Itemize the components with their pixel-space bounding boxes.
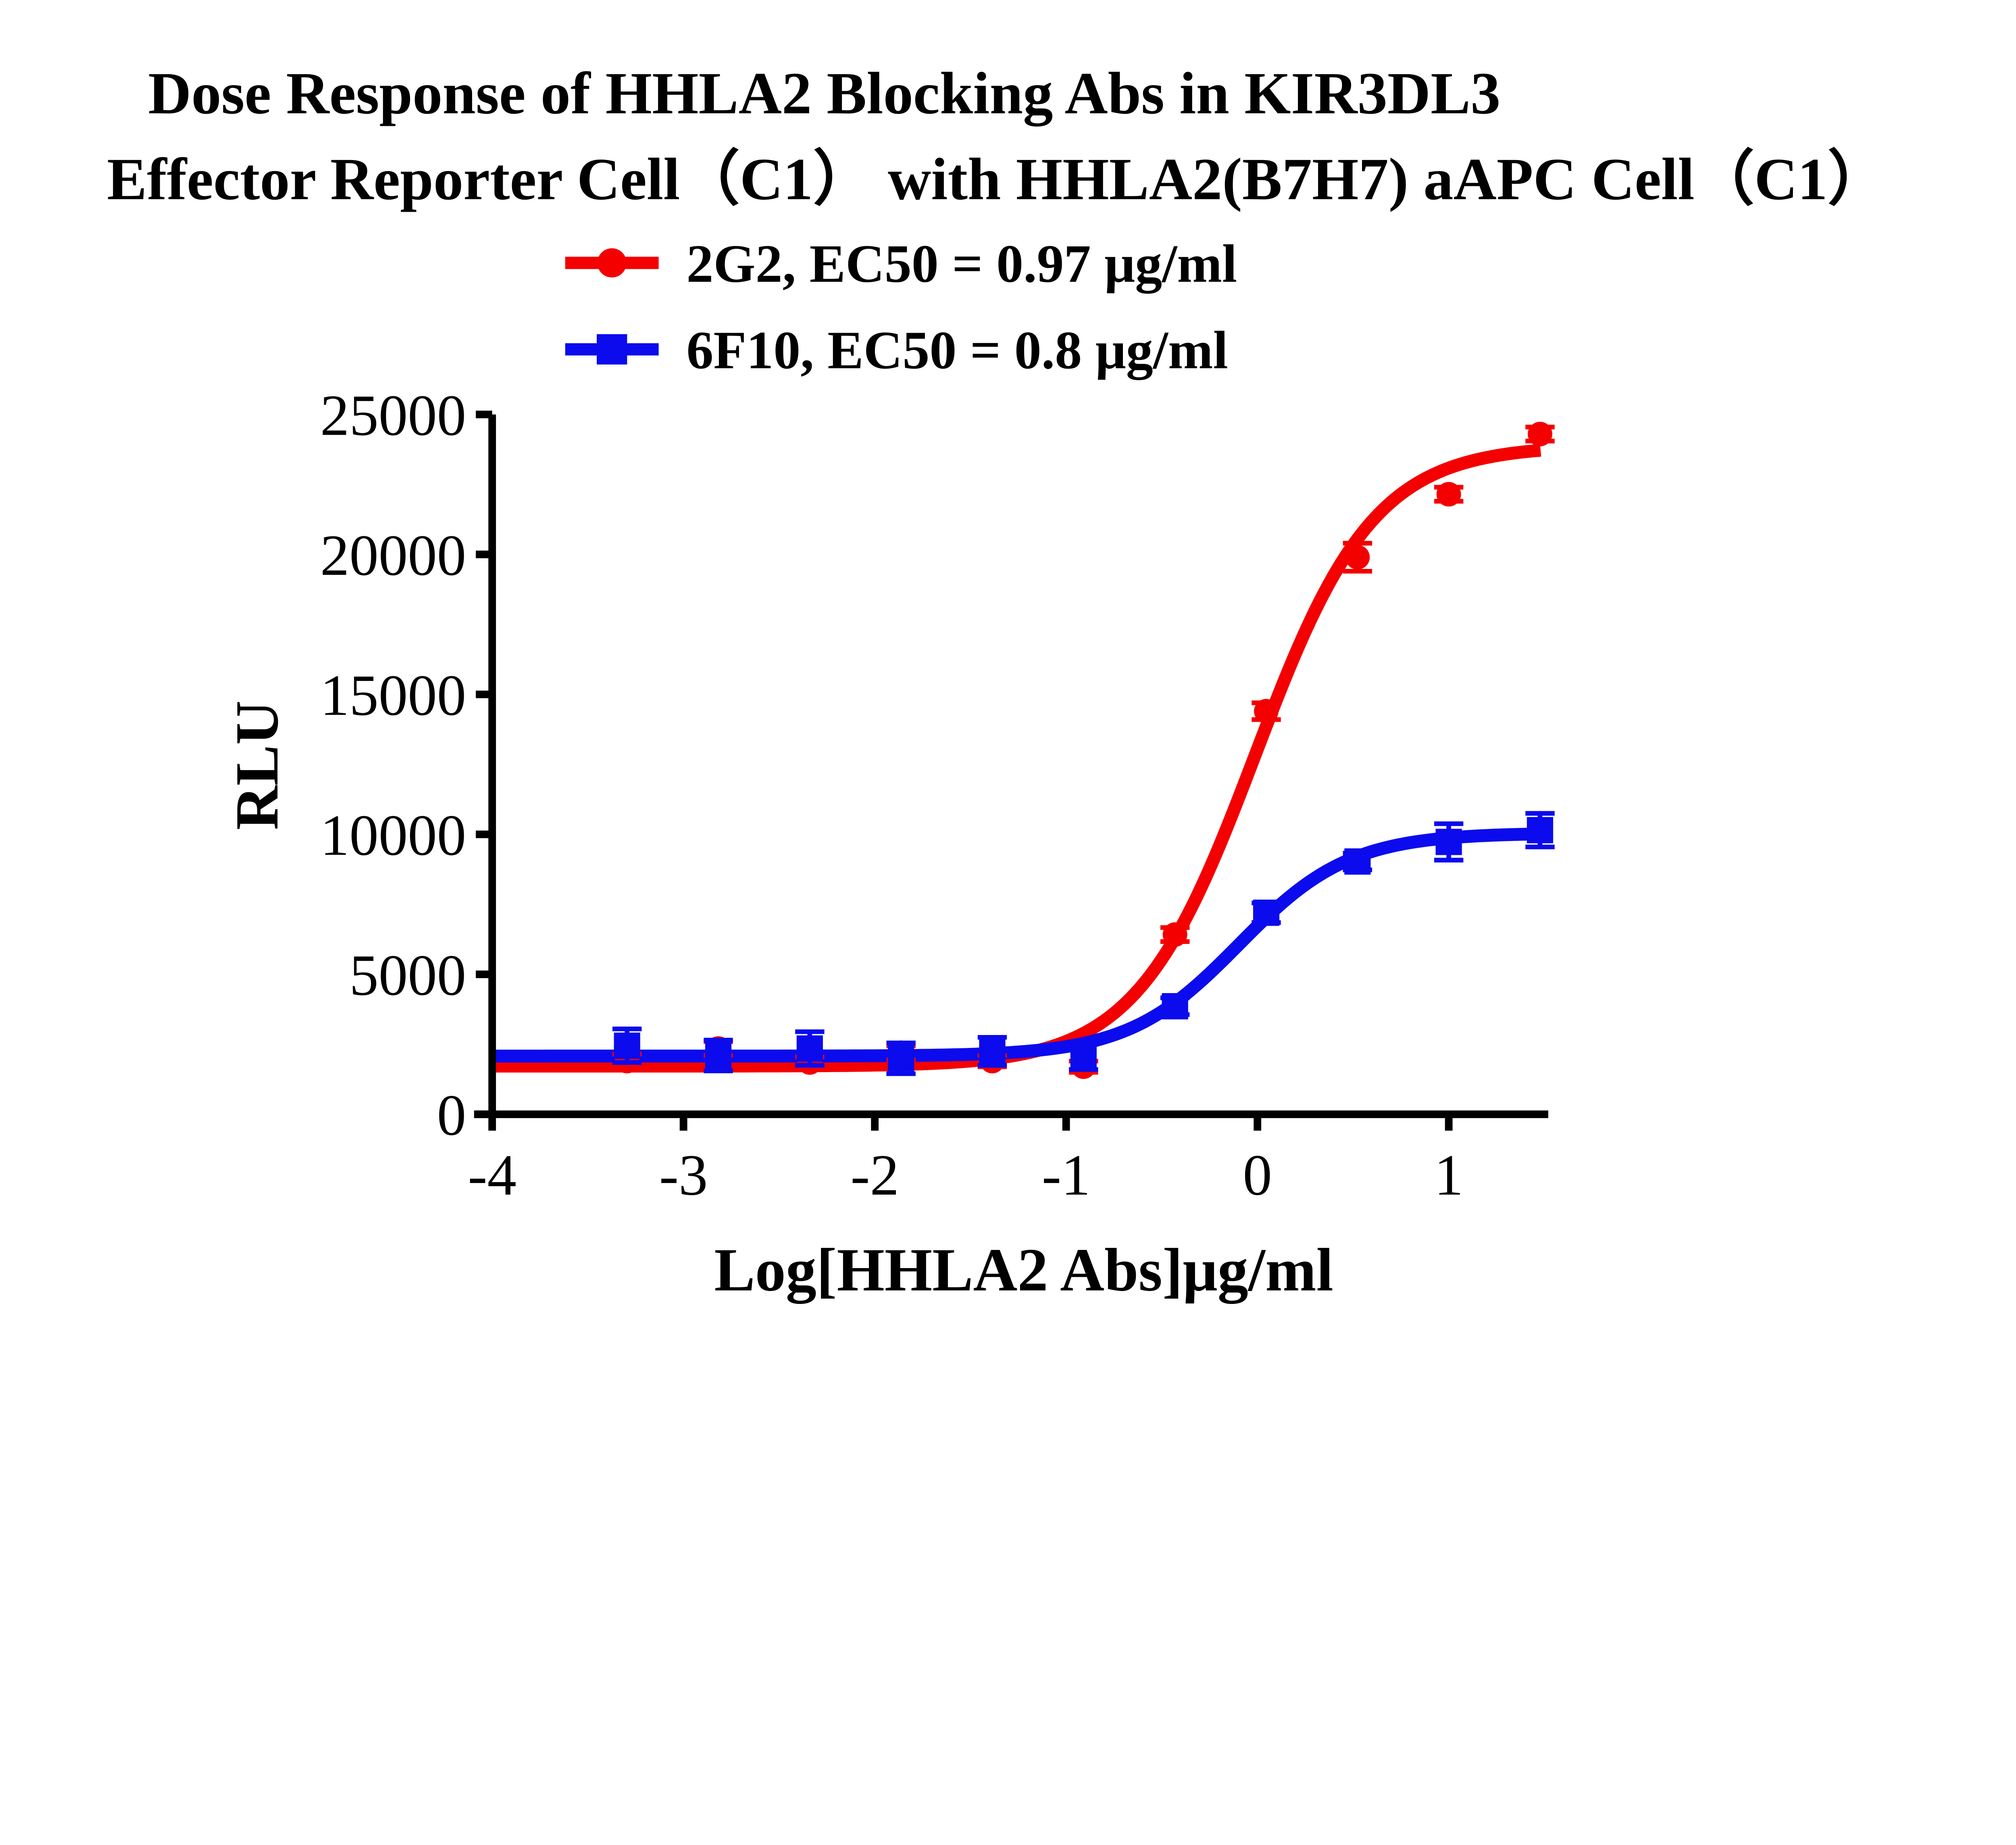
y-axis-title: RLU: [223, 700, 291, 830]
data-point-2G2: [1254, 699, 1279, 724]
y-tick-label: 25000: [320, 383, 466, 448]
series-6F10: [612, 811, 1555, 1076]
data-point-6F10: [614, 1032, 640, 1059]
data-point-6F10: [705, 1042, 732, 1069]
data-point-6F10: [1162, 993, 1188, 1020]
data-point-2G2: [1345, 545, 1370, 570]
series-2G2: [612, 422, 1555, 1079]
tick-labels: -4 -3 -2 -1 0 1 0 5000 10000 15000 20000 25000: [320, 383, 1463, 1208]
x-tick-label: -3: [659, 1143, 708, 1208]
dose-response-chart: -4 -3 -2 -1 0 1 0 5000 10000 15000 20000 25000 2G2,…: [107, 60, 1887, 1304]
x-tick-label: 0: [1243, 1143, 1272, 1208]
fit-curves: [492, 444, 1541, 1073]
data-points: [612, 422, 1555, 1079]
data-point-6F10: [1527, 817, 1554, 843]
chart-title-line1: Dose Response of HHLA2 Blocking Abs in K…: [148, 60, 1500, 127]
legend-label-6F10: 6F10, EC50 = 0.8 μg/ml: [686, 320, 1228, 380]
data-point-6F10: [1344, 848, 1371, 875]
x-tick-label: -1: [1042, 1143, 1091, 1208]
y-tick-label: 5000: [349, 943, 466, 1008]
axes: [474, 410, 1548, 1131]
chart-title-line2: Effector Reporter Cell（C1） with HHLA2(B7…: [107, 146, 1887, 212]
x-axis-title: Log[HHLA2 Abs]μg/ml: [714, 1236, 1333, 1304]
y-tick-label: 0: [437, 1083, 466, 1147]
data-point-6F10: [1070, 1043, 1097, 1070]
legend-label-2G2: 2G2, EC50 = 0.97 μg/ml: [686, 234, 1237, 294]
chart-area: -4 -3 -2 -1 0 1 0 5000 10000 15000 20000 25000 2G2,…: [107, 60, 1888, 1304]
y-tick-label: 10000: [320, 803, 466, 868]
x-tick-label: -2: [850, 1143, 899, 1208]
data-point-2G2: [1436, 482, 1461, 507]
y-tick-label: 20000: [320, 523, 466, 588]
data-point-2G2: [1162, 922, 1187, 947]
data-point-6F10: [888, 1045, 914, 1072]
legend-item-2G2: 2G2, EC50 = 0.97 μg/ml: [565, 234, 1237, 294]
legend-marker-circle-icon: [597, 248, 627, 278]
legend-item-6F10: 6F10, EC50 = 0.8 μg/ml: [565, 320, 1228, 380]
data-point-6F10: [1435, 829, 1462, 855]
y-tick-label: 15000: [320, 663, 466, 728]
data-point-6F10: [979, 1038, 1006, 1065]
data-point-6F10: [1253, 900, 1280, 926]
legend: 2G2, EC50 = 0.97 μg/ml 6F10, EC50 = 0.8 μ…: [565, 234, 1237, 380]
fit-curve-2G2: [492, 444, 1541, 1073]
data-point-2G2: [1528, 422, 1552, 446]
x-tick-label: 1: [1434, 1143, 1463, 1208]
legend-marker-square-icon: [597, 334, 627, 365]
fit-curve-6F10: [492, 827, 1541, 1063]
x-tick-label: -4: [468, 1143, 516, 1208]
data-point-6F10: [796, 1035, 823, 1062]
